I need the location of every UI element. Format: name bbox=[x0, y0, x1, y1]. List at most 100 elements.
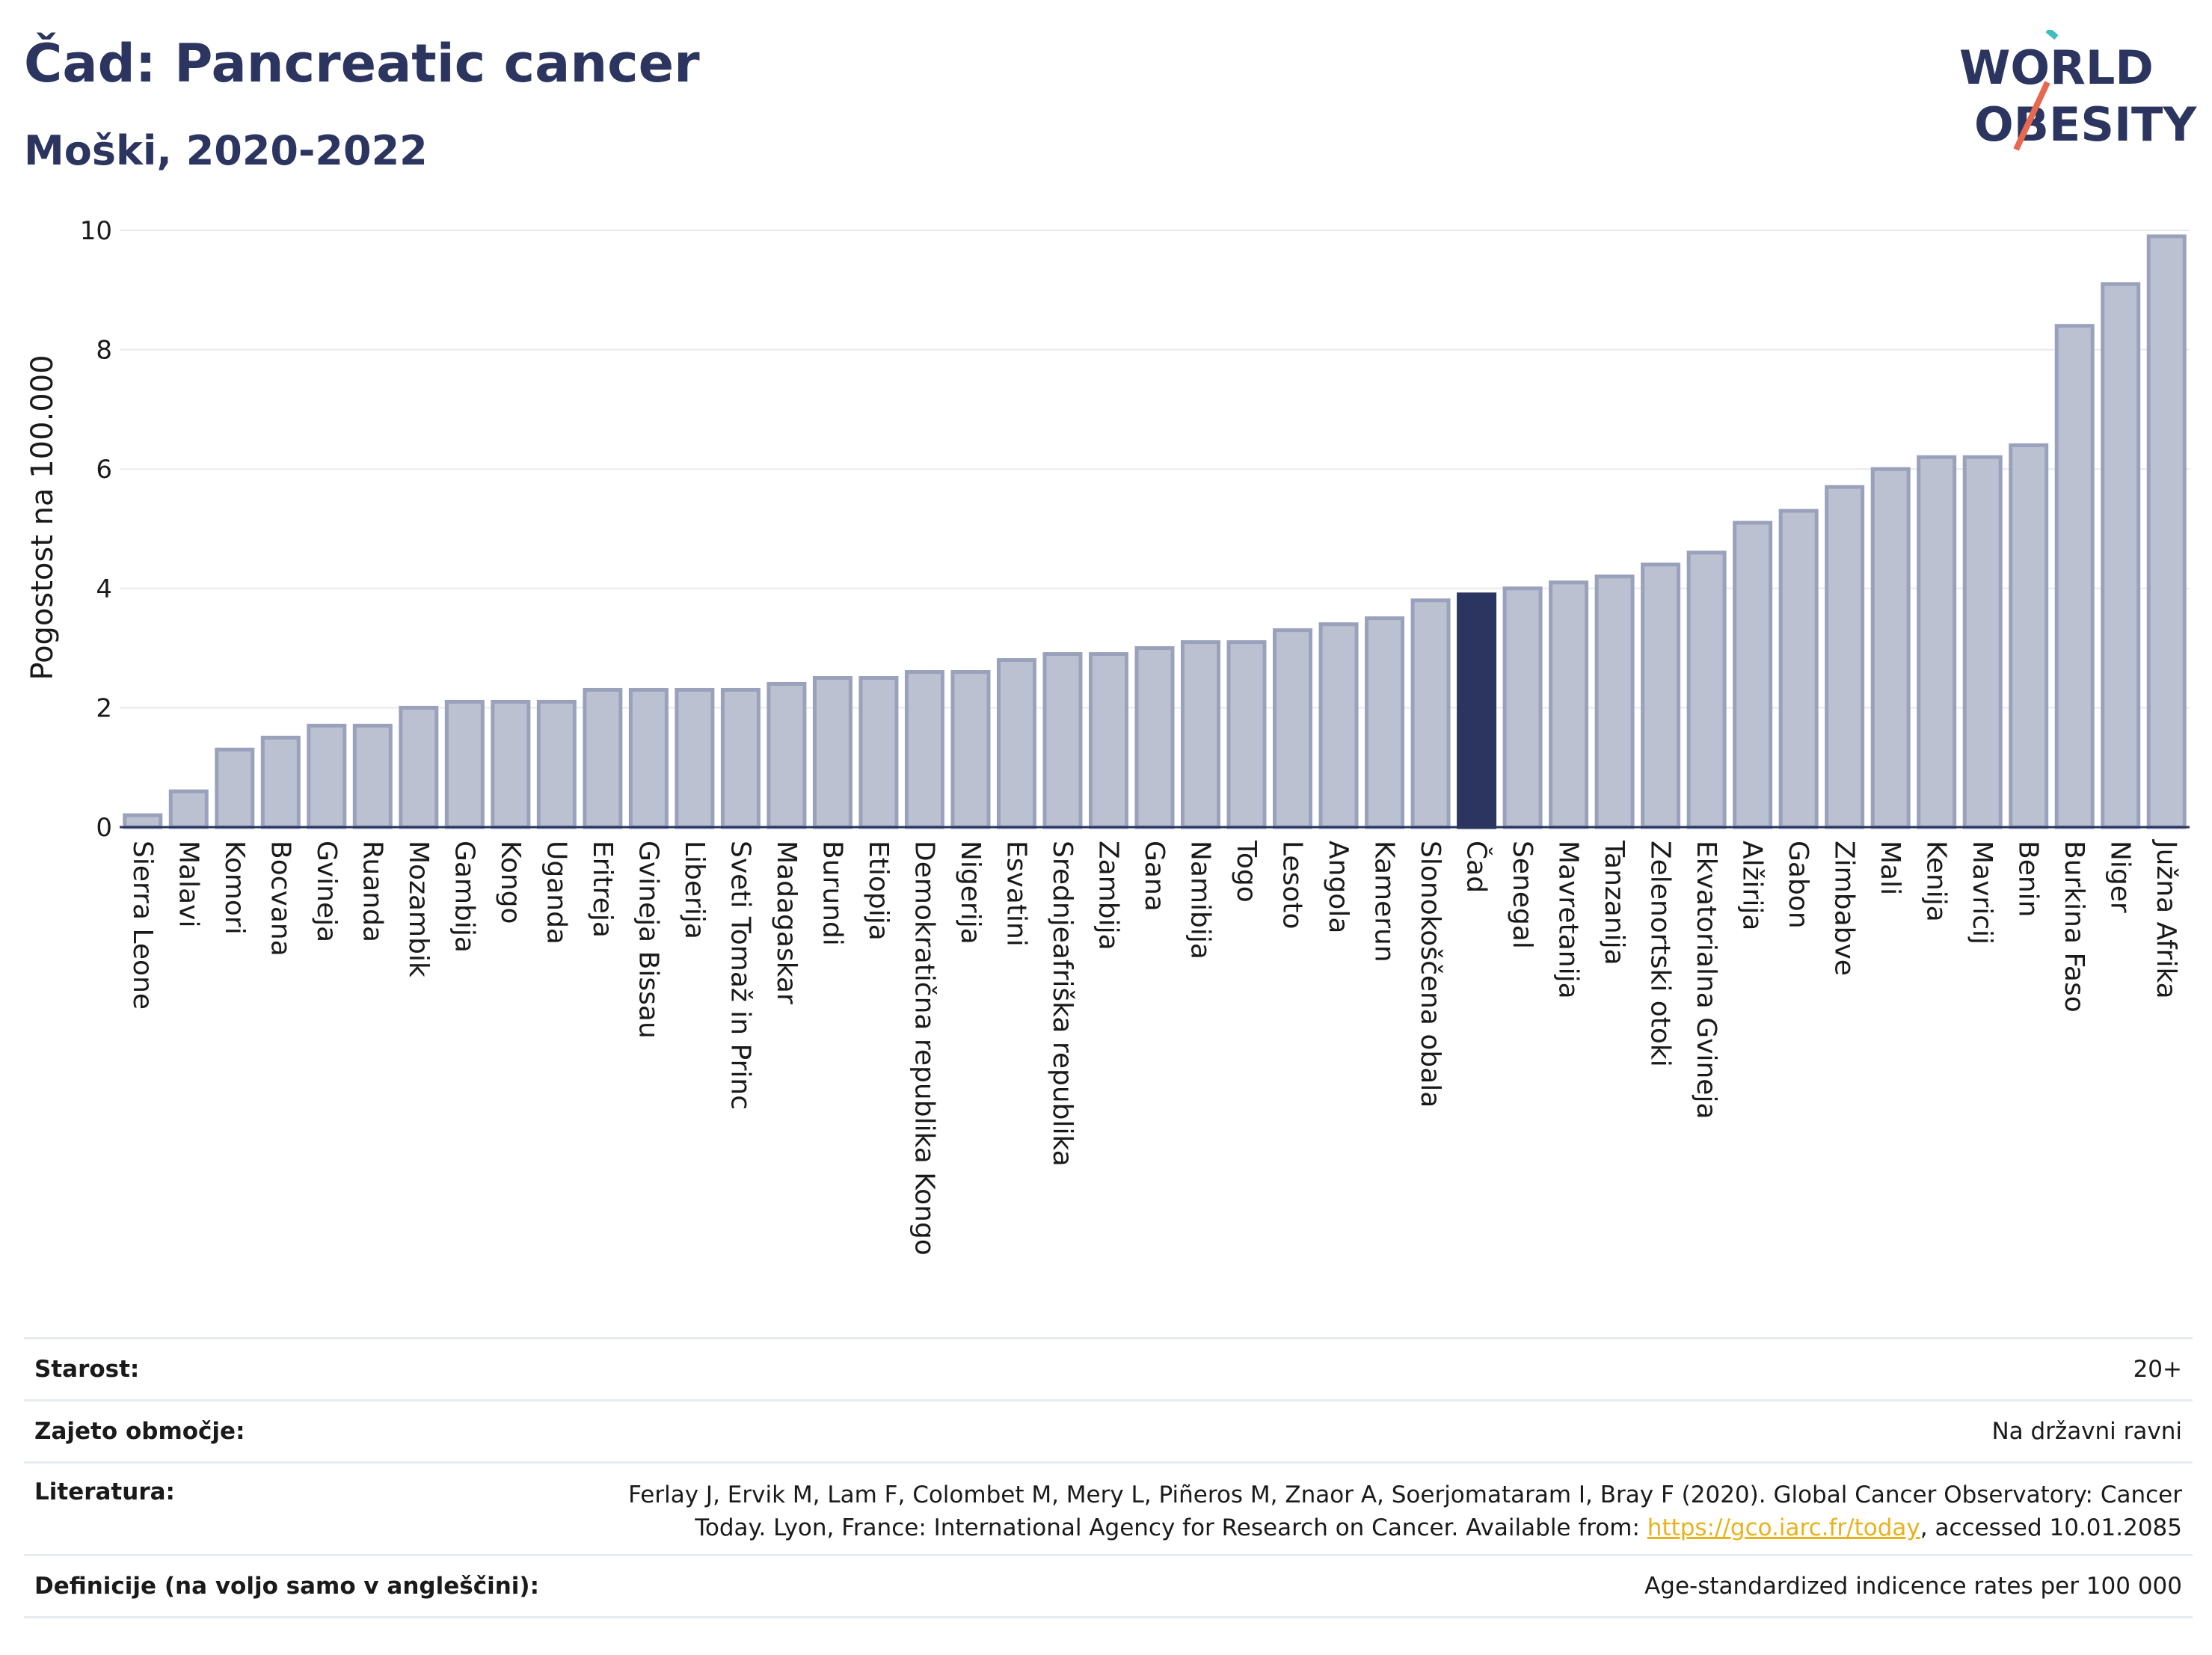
x-tick-label-8: Kongo bbox=[495, 841, 526, 924]
x-tick-label-0: Sierra Leone bbox=[127, 841, 158, 1010]
x-tick-label-41: Benin bbox=[2013, 841, 2044, 917]
info-value-references: Ferlay J, Ervik M, Lam F, Colombet M, Me… bbox=[597, 1479, 2193, 1544]
bar-12 bbox=[675, 687, 715, 829]
x-tick-label-9: Uganda bbox=[541, 841, 571, 945]
bar-1 bbox=[168, 789, 209, 829]
y-tick-label-5: 10 bbox=[80, 216, 112, 246]
bar-11 bbox=[628, 687, 669, 829]
x-tick-label-40: Mavricij bbox=[1967, 841, 1997, 945]
x-tick-label-12: Liberija bbox=[679, 841, 710, 939]
bar-34 bbox=[1686, 550, 1727, 829]
x-tick-label-25: Lesoto bbox=[1277, 841, 1308, 930]
page-title: Čad: Pancreatic cancer bbox=[24, 33, 700, 94]
x-tick-label-17: Demokratična republika Kongo bbox=[909, 841, 939, 1256]
labels-layer: Sierra Leone Malavi Komori Bocvana Gvineja Ru… bbox=[127, 839, 2181, 1256]
info-label-references: Literatura: bbox=[34, 1479, 175, 1505]
x-tick-label-3: Bocvana bbox=[265, 841, 295, 957]
bar-32 bbox=[1594, 574, 1635, 829]
x-tick-label-32: Tanzanija bbox=[1599, 840, 1629, 965]
x-tick-label-2: Komori bbox=[219, 841, 250, 935]
y-tick-label-1: 2 bbox=[96, 693, 112, 723]
info-row-age: Starost: 20+ bbox=[24, 1337, 2193, 1399]
bar-9 bbox=[536, 699, 577, 829]
logo-slash-red bbox=[2013, 81, 2050, 151]
bar-23 bbox=[1181, 640, 1221, 829]
bar-24 bbox=[1226, 640, 1267, 829]
y-tick-label-3: 6 bbox=[96, 455, 112, 485]
reference-text: Ferlay J, Ervik M, Lam F, Colombet M, Me… bbox=[628, 1481, 2182, 1541]
bar-7 bbox=[444, 699, 485, 829]
bar-22 bbox=[1134, 646, 1175, 829]
x-tick-label-15: Burundi bbox=[817, 841, 847, 946]
x-tick-label-29: Čad bbox=[1461, 841, 1493, 893]
bar-3 bbox=[260, 735, 301, 829]
bar-26 bbox=[1318, 622, 1359, 829]
info-value-definitions: Age-standardized indicence rates per 100… bbox=[1644, 1573, 2182, 1600]
x-tick-label-24: Togo bbox=[1231, 840, 1262, 903]
info-row-coverage: Zajeto območje: Na državni ravni bbox=[24, 1399, 2193, 1461]
logo-line1: WORLD bbox=[1959, 40, 2154, 95]
bar-14 bbox=[766, 681, 807, 829]
bar-38 bbox=[1870, 467, 1911, 829]
bar-chart: 0 2 4 6 8 10 Sierra Leone Malavi Komori Bocvana G… bbox=[25, 216, 2190, 1256]
bar-5 bbox=[352, 723, 393, 829]
bar-28 bbox=[1410, 598, 1451, 829]
bar-15 bbox=[812, 676, 852, 829]
x-tick-label-10: Eritreja bbox=[587, 841, 618, 938]
bar-0 bbox=[123, 813, 163, 829]
x-tick-label-4: Gvineja bbox=[311, 841, 342, 942]
info-label-definitions: Definicije (na voljo samo v angleščini): bbox=[34, 1573, 539, 1600]
info-row-references: Literatura: Ferlay J, Ervik M, Lam F, Co… bbox=[24, 1461, 2193, 1554]
bar-44 bbox=[2146, 234, 2187, 829]
x-tick-label-37: Zimbabve bbox=[1829, 841, 1860, 976]
x-tick-label-6: Mozambik bbox=[403, 841, 434, 977]
x-tick-label-18: Nigerija bbox=[955, 841, 986, 945]
bar-29 bbox=[1457, 592, 1497, 829]
x-tick-label-44: Južna Afrika bbox=[2151, 839, 2181, 999]
x-tick-label-22: Gana bbox=[1139, 841, 1170, 912]
bar-36 bbox=[1778, 509, 1819, 829]
x-tick-label-36: Gabon bbox=[1783, 841, 1813, 929]
x-tick-label-14: Madagaskar bbox=[771, 841, 802, 1004]
x-tick-label-23: Namibija bbox=[1185, 841, 1216, 959]
x-tick-label-33: Zelenortski otoki bbox=[1645, 841, 1676, 1067]
y-tick-label-2: 4 bbox=[96, 574, 112, 604]
bar-41 bbox=[2009, 443, 2049, 829]
bar-33 bbox=[1641, 562, 1681, 829]
x-tick-label-5: Ruanda bbox=[357, 841, 387, 942]
x-tick-label-38: Mali bbox=[1875, 841, 1905, 895]
bar-16 bbox=[858, 676, 899, 829]
y-axis-label: Pogostost na 100.000 bbox=[25, 354, 60, 680]
logo-slash-teal bbox=[2045, 30, 2059, 40]
x-tick-label-13: Sveti Tomaž in Princ bbox=[725, 841, 755, 1110]
bar-39 bbox=[1917, 455, 1957, 829]
bar-42 bbox=[2054, 324, 2095, 829]
bar-2 bbox=[215, 747, 255, 829]
world-obesity-logo: WORLD OBESITY bbox=[1959, 30, 2197, 152]
page-subtitle: Moški, 2020-2022 bbox=[24, 127, 428, 174]
x-tick-label-35: Alžirija bbox=[1737, 841, 1768, 930]
x-tick-label-26: Angola bbox=[1323, 841, 1354, 933]
bar-13 bbox=[720, 687, 761, 829]
reference-accessed: , accessed 10.01.2085 bbox=[1920, 1514, 2182, 1541]
x-tick-label-43: Niger bbox=[2105, 841, 2136, 913]
bar-35 bbox=[1733, 521, 1773, 829]
bars-layer bbox=[120, 234, 2190, 829]
bar-25 bbox=[1273, 628, 1313, 829]
bar-37 bbox=[1825, 485, 1865, 829]
x-tick-label-7: Gambija bbox=[449, 841, 479, 953]
reference-link[interactable]: https://gco.iarc.fr/today bbox=[1647, 1514, 1920, 1541]
x-tick-label-42: Burkina Faso bbox=[2059, 841, 2089, 1013]
x-tick-label-39: Kenija bbox=[1921, 841, 1952, 922]
bar-20 bbox=[1042, 652, 1083, 829]
bar-31 bbox=[1549, 580, 1589, 829]
x-tick-label-30: Senegal bbox=[1507, 841, 1537, 949]
bar-8 bbox=[491, 699, 531, 829]
x-tick-label-19: Esvatini bbox=[1001, 841, 1031, 947]
x-tick-label-16: Etiopija bbox=[863, 841, 894, 941]
x-tick-label-21: Zambija bbox=[1093, 841, 1123, 951]
bar-30 bbox=[1502, 586, 1543, 829]
bar-10 bbox=[583, 687, 623, 829]
x-tick-label-28: Slonokoščena obala bbox=[1415, 841, 1446, 1108]
x-tick-label-31: Mavretanija bbox=[1553, 841, 1584, 999]
